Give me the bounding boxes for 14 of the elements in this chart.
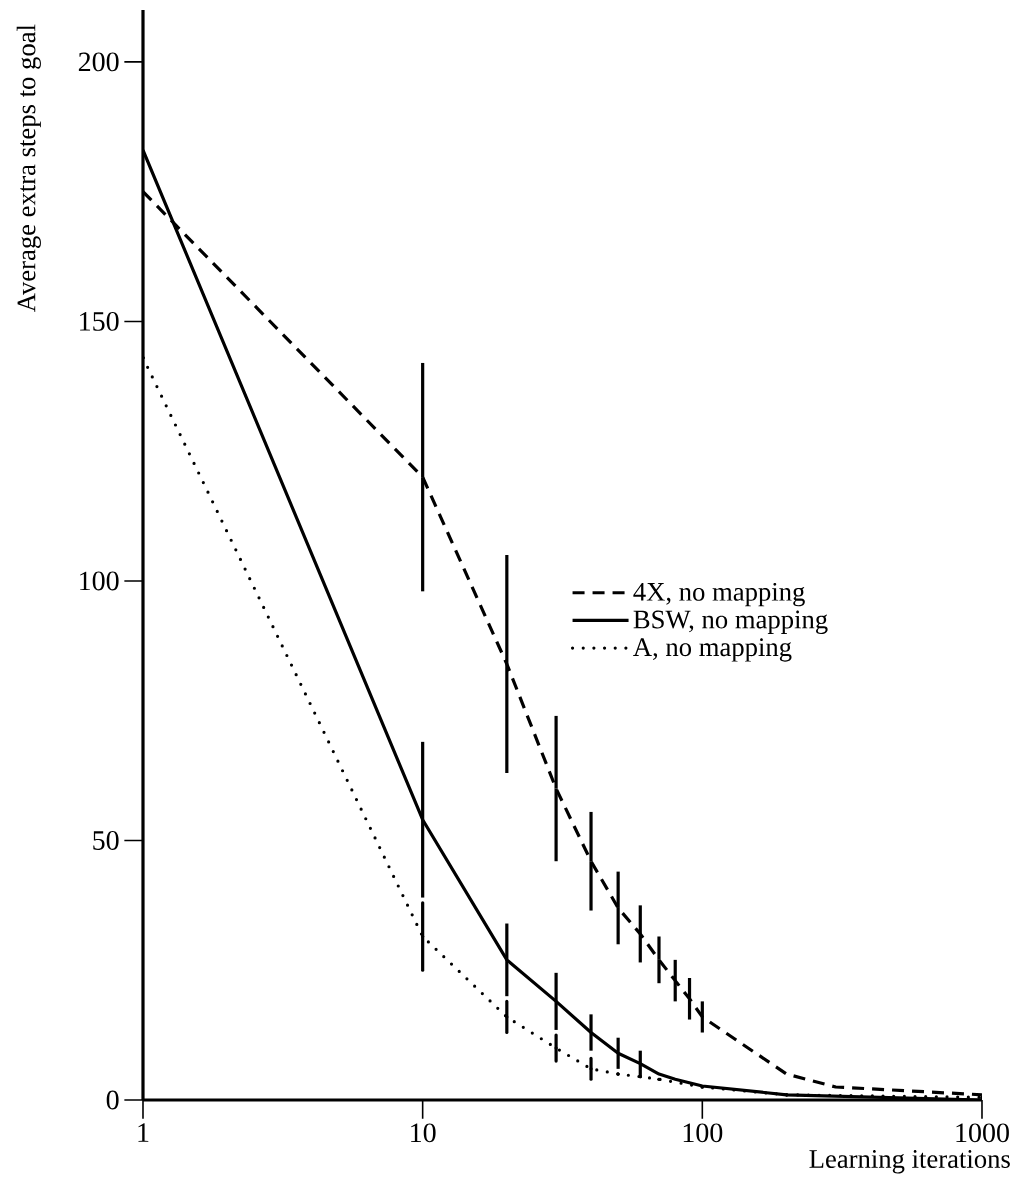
y-tick-label: 0 [106, 1090, 119, 1110]
legend-label: A, no mapping [633, 638, 792, 662]
x-axis-title: Learning iterations [809, 1150, 1010, 1174]
y-tick-label: 200 [78, 52, 119, 72]
legend-label: 4X, no mapping [633, 582, 805, 607]
x-tick-label: 100 [683, 1123, 723, 1143]
y-axis-title: Average extra steps to goal [16, 24, 41, 313]
y-tick-label: 50 [93, 831, 119, 850]
x-tick-label: 1000 [956, 1123, 1009, 1143]
x-tick-label: 1 [138, 1123, 149, 1142]
x-tick-label: 10 [411, 1123, 436, 1143]
legend-label: BSW, no mapping [633, 610, 828, 634]
y-tick-label: 150 [80, 311, 119, 331]
y-tick-label: 100 [80, 571, 119, 591]
